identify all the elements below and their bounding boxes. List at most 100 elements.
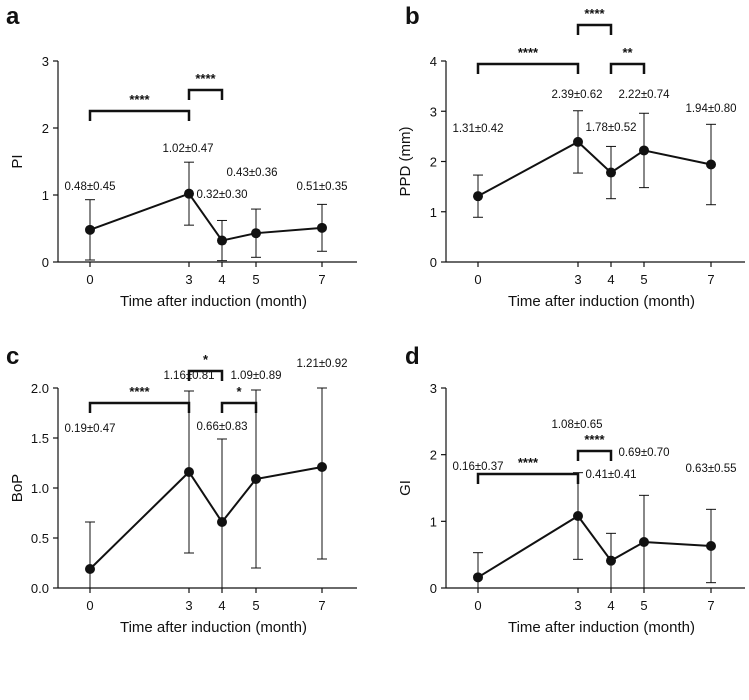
data-point — [639, 145, 649, 156]
significance-bracket — [187, 369, 224, 381]
significance-bracket — [476, 62, 580, 74]
data-point — [473, 572, 483, 583]
x-tick-label: 4 — [607, 272, 614, 287]
data-label: 1.78±0.52 — [585, 122, 636, 134]
significance-bracket — [88, 401, 191, 413]
y-tick-label: 2 — [42, 121, 49, 136]
significance-label: ** — [622, 45, 633, 60]
x-tick-label: 4 — [218, 272, 225, 287]
significance-label: * — [203, 352, 209, 367]
x-axis-label: Time after induction (month) — [120, 293, 307, 310]
y-axis-label: PPD (mm) — [397, 127, 414, 197]
data-label: 0.41±0.41 — [585, 469, 636, 481]
data-point — [706, 159, 716, 170]
y-tick-label: 1 — [430, 514, 437, 529]
panel-c: c 0.0 0.5 1.0 1.5 2.0 0 3 4 5 7 Time after inductio… — [6, 343, 357, 636]
y-tick-label: 2 — [430, 155, 437, 170]
data-label: 0.69±0.70 — [618, 447, 669, 459]
y-tick-label: 0 — [430, 255, 437, 270]
panel-letter: b — [405, 3, 420, 30]
y-tick-label: 2 — [430, 448, 437, 463]
panel-b: b 0 1 2 3 4 0 3 4 5 7 Time after induction (month) P… — [397, 3, 745, 310]
data-point — [85, 564, 95, 574]
y-tick-label: 2.0 — [31, 381, 49, 396]
data-point — [473, 191, 483, 202]
data-label: 0.48±0.45 — [64, 181, 115, 193]
x-tick-label: 4 — [607, 598, 614, 613]
significance-label: **** — [195, 71, 216, 86]
data-label: 1.94±0.80 — [685, 103, 736, 115]
significance-label: **** — [584, 6, 605, 21]
y-tick-label: 1.5 — [31, 431, 49, 446]
x-tick-label: 4 — [218, 598, 225, 613]
x-tick-label: 7 — [318, 598, 325, 613]
data-point — [217, 517, 227, 527]
x-tick-label: 7 — [707, 598, 714, 613]
significance-bracket — [576, 23, 613, 35]
x-tick-label: 0 — [86, 598, 93, 613]
significance-bracket — [609, 62, 646, 74]
y-tick-label: 3 — [430, 104, 437, 119]
data-point — [251, 474, 261, 484]
data-label: 0.66±0.83 — [196, 421, 247, 433]
significance-bracket — [576, 449, 613, 461]
panel-d: d 0 1 2 3 0 3 4 5 7 Time after induction (month) GI… — [397, 343, 745, 636]
data-label: 1.31±0.42 — [452, 123, 503, 135]
data-label: 1.08±0.65 — [551, 419, 602, 431]
data-label: 0.43±0.36 — [226, 167, 277, 179]
x-tick-label: 3 — [574, 272, 581, 287]
data-label: 0.63±0.55 — [685, 463, 736, 475]
data-point — [606, 555, 616, 566]
x-tick-label: 3 — [185, 598, 192, 613]
x-tick-label: 5 — [640, 598, 647, 613]
data-label: 1.21±0.92 — [296, 358, 347, 370]
x-axis-label: Time after induction (month) — [508, 619, 695, 636]
x-tick-label: 7 — [707, 272, 714, 287]
data-point — [217, 235, 227, 246]
data-point — [606, 167, 616, 178]
x-axis-label: Time after induction (month) — [120, 619, 307, 636]
significance-label: **** — [129, 92, 150, 107]
significance-label: * — [236, 384, 242, 399]
panel-letter: a — [6, 3, 20, 30]
x-tick-label: 0 — [474, 598, 481, 613]
x-tick-label: 5 — [640, 272, 647, 287]
panel-a: a 0 1 2 3 0 3 4 5 7 Time after induction (month) PI… — [6, 3, 357, 310]
x-tick-label: 7 — [318, 272, 325, 287]
y-tick-label: 3 — [42, 54, 49, 69]
x-tick-label: 0 — [474, 272, 481, 287]
x-tick-label: 3 — [574, 598, 581, 613]
data-point — [317, 222, 327, 233]
y-tick-label: 0 — [42, 255, 49, 270]
y-axis-label: PI — [9, 154, 26, 168]
y-tick-label: 1 — [42, 188, 49, 203]
data-label: 1.02±0.47 — [162, 143, 213, 155]
significance-bracket — [187, 88, 224, 100]
significance-label: **** — [129, 384, 150, 399]
significance-label: **** — [584, 432, 605, 447]
x-axis-label: Time after induction (month) — [508, 293, 695, 310]
x-tick-label: 3 — [185, 272, 192, 287]
panel-letter: d — [405, 343, 420, 370]
series-line — [89, 466, 323, 570]
y-tick-label: 0.0 — [31, 581, 49, 596]
data-point — [573, 136, 583, 147]
data-label: 2.39±0.62 — [551, 89, 602, 101]
data-point — [573, 511, 583, 521]
x-tick-label: 5 — [252, 598, 259, 613]
panel-letter: c — [6, 343, 19, 370]
data-point — [184, 467, 194, 477]
data-label: 0.51±0.35 — [296, 181, 347, 193]
data-label: 0.32±0.30 — [196, 189, 247, 201]
data-point — [706, 541, 716, 551]
data-point — [251, 228, 261, 239]
data-point — [639, 537, 649, 547]
data-point — [184, 188, 194, 199]
y-tick-label: 3 — [430, 381, 437, 396]
y-tick-label: 1.0 — [31, 481, 49, 496]
data-label: 1.09±0.89 — [230, 370, 281, 382]
y-axis-label: GI — [397, 480, 414, 496]
significance-label: **** — [518, 45, 539, 60]
data-label: 2.22±0.74 — [618, 89, 670, 101]
data-label: 0.16±0.37 — [452, 461, 503, 473]
